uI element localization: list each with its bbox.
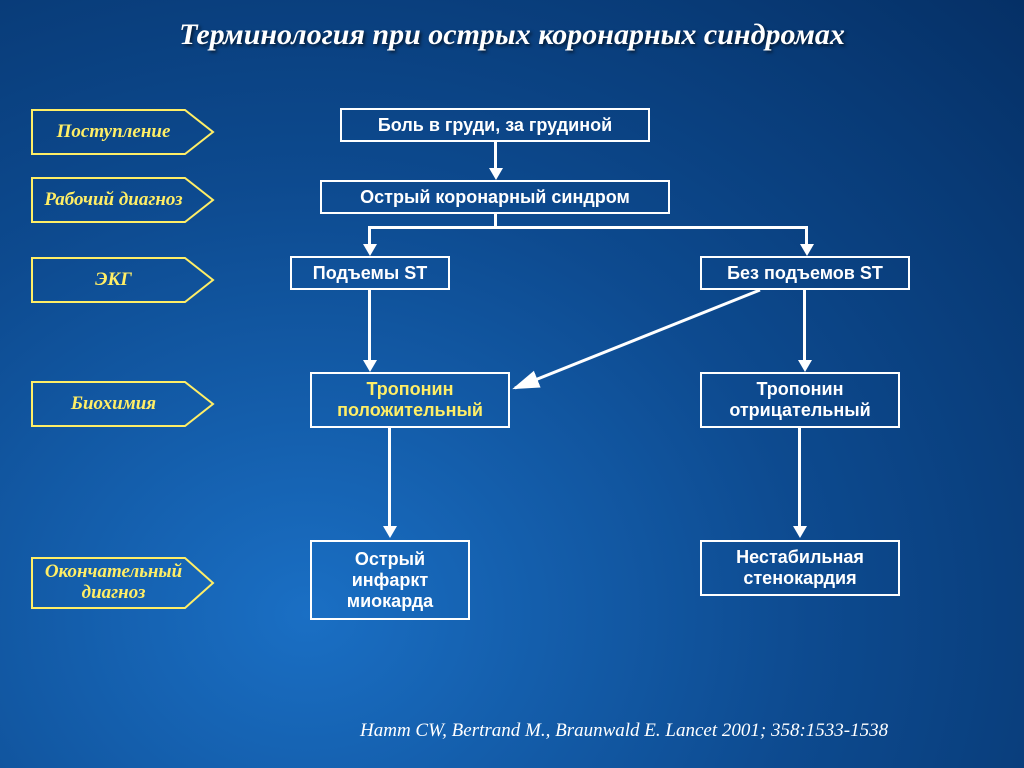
- stage-label-working-dx: Рабочий диагноз: [30, 176, 215, 224]
- node-no-st-elev: Без подъемов ST: [700, 256, 910, 290]
- edge: [368, 226, 808, 229]
- node-chest-pain: Боль в груди, за грудиной: [340, 108, 650, 142]
- node-text: Без подъемов ST: [727, 263, 883, 284]
- stage-label-text: Рабочий диагноз: [44, 190, 182, 211]
- stage-label-ecg: ЭКГ: [30, 256, 215, 304]
- node-acs: Острый коронарный синдром: [320, 180, 670, 214]
- node-text: Тропонин отрицательный: [712, 379, 888, 421]
- arrow-head-icon: [800, 244, 814, 256]
- arrow-head-icon: [363, 360, 377, 372]
- edge: [494, 142, 497, 170]
- arrow-head-icon: [363, 244, 377, 256]
- edge: [798, 428, 801, 528]
- stage-label-text: Окончательный диагноз: [30, 562, 197, 604]
- node-st-elev: Подъемы ST: [290, 256, 450, 290]
- arrow-head-icon: [383, 526, 397, 538]
- stage-label-text: ЭКГ: [95, 270, 132, 291]
- stage-label-final-dx: Окончательный диагноз: [30, 556, 215, 610]
- citation-text: Hamm CW, Bertrand M., Braunwald E. Lance…: [360, 720, 888, 742]
- stage-label-text: Поступление: [57, 122, 171, 143]
- edge: [388, 428, 391, 528]
- arrow-head-icon: [489, 168, 503, 180]
- arrow-head-icon: [798, 360, 812, 372]
- arrow-head-icon: [793, 526, 807, 538]
- edge: [368, 290, 371, 362]
- node-text: Нестабильная стенокардия: [712, 547, 888, 589]
- node-troponin-pos: Тропонин положительный: [310, 372, 510, 428]
- edge: [803, 290, 806, 362]
- node-text: Тропонин положительный: [322, 379, 498, 421]
- node-text: Острый коронарный синдром: [360, 187, 630, 208]
- stage-label-biochem: Биохимия: [30, 380, 215, 428]
- stage-label-text: Биохимия: [71, 394, 156, 415]
- node-text: Подъемы ST: [313, 263, 427, 284]
- edge: [368, 226, 371, 246]
- node-text: Боль в груди, за грудиной: [378, 115, 612, 136]
- node-ami: Острый инфаркт миокарда: [310, 540, 470, 620]
- page-title: Терминология при острых коронарных синдр…: [0, 18, 1024, 52]
- node-troponin-neg: Тропонин отрицательный: [700, 372, 900, 428]
- node-unstable-angina: Нестабильная стенокардия: [700, 540, 900, 596]
- stage-label-admission: Поступление: [30, 108, 215, 156]
- edge: [805, 226, 808, 246]
- node-text: Острый инфаркт миокарда: [322, 549, 458, 612]
